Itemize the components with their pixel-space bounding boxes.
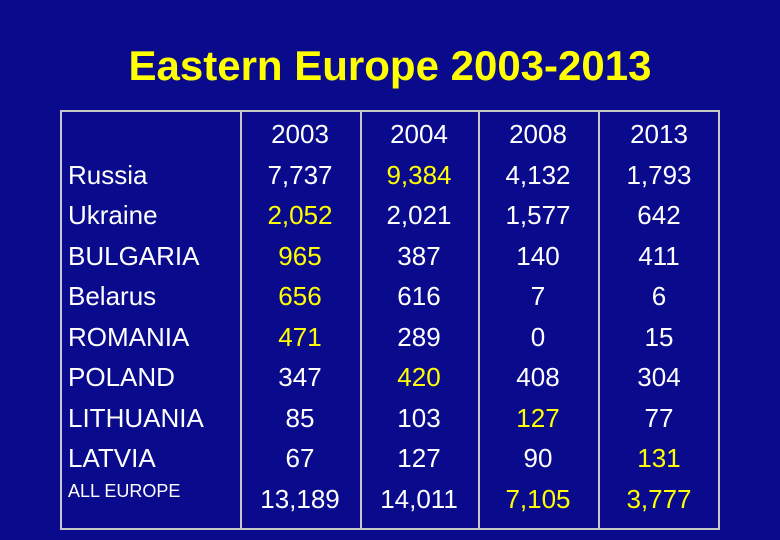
country-label: POLAND	[68, 362, 175, 392]
value-cell: 387	[397, 240, 441, 271]
year-header: 2013	[630, 119, 688, 149]
value-cell: 7	[530, 281, 546, 311]
country-label: BULGARIA	[68, 240, 200, 271]
value-cell: 85	[285, 402, 315, 433]
year-header: 2004	[390, 119, 448, 149]
value-cell: 289	[397, 321, 441, 352]
value-cell: 67	[285, 443, 315, 473]
value-cell: 642	[637, 200, 681, 230]
country-label: LITHUANIA	[68, 402, 204, 433]
total-value-cell: 14,011	[380, 483, 458, 514]
value-cell: 347	[278, 362, 322, 392]
value-cell: 420	[397, 362, 441, 392]
value-cell: 140	[516, 240, 560, 271]
slide-title: Eastern Europe 2003-2013	[128, 42, 652, 89]
country-label: Russia	[68, 159, 148, 190]
total-value-cell: 7,105	[505, 483, 571, 514]
value-cell: 4,132	[505, 159, 571, 190]
value-cell: 965	[278, 240, 322, 271]
value-cell: 0	[530, 321, 546, 352]
year-header: 2003	[271, 119, 329, 149]
total-label: ALL EUROPE	[68, 480, 181, 501]
value-cell: 656	[278, 281, 322, 311]
value-cell: 6	[651, 281, 667, 311]
table-grid-lines	[60, 110, 720, 530]
country-label: Ukraine	[68, 200, 158, 230]
value-cell: 304	[637, 362, 681, 392]
value-cell: 408	[516, 362, 560, 392]
country-label: LATVIA	[68, 443, 156, 473]
value-cell: 471	[278, 321, 322, 352]
value-cell: 1,793	[626, 159, 692, 190]
country-label: Belarus	[68, 281, 157, 311]
value-cell: 2,052	[267, 200, 333, 230]
year-header: 2008	[509, 119, 567, 149]
value-cell: 127	[516, 402, 560, 433]
value-cell: 411	[638, 240, 680, 271]
value-cell: 1,577	[505, 200, 571, 230]
value-cell: 103	[397, 402, 441, 433]
country-label: ROMANIA	[68, 321, 190, 352]
total-value-cell: 3,777	[626, 483, 692, 514]
value-cell: 90	[523, 443, 553, 473]
data-table: 2003 2004 2008 2013 Russia 7,737 9,384 4,132 1,7…	[60, 110, 720, 530]
value-cell: 77	[644, 402, 674, 433]
value-cell: 616	[397, 281, 441, 311]
value-cell: 127	[397, 443, 441, 473]
value-cell: 2,021	[386, 200, 452, 230]
value-cell: 9,384	[386, 159, 452, 190]
total-value-cell: 13,189	[260, 483, 340, 514]
value-cell: 7,737	[267, 159, 333, 190]
value-cell: 131	[637, 443, 681, 473]
value-cell: 15	[644, 321, 674, 352]
